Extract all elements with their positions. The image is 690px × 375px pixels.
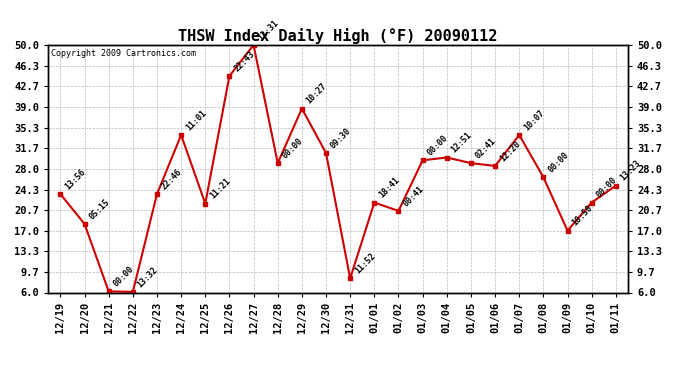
Text: 13:32: 13:32 bbox=[136, 265, 159, 289]
Text: 22:46: 22:46 bbox=[160, 167, 184, 191]
Text: 00:00: 00:00 bbox=[281, 136, 304, 160]
Text: 10:07: 10:07 bbox=[522, 108, 546, 132]
Text: 00:41: 00:41 bbox=[402, 184, 425, 208]
Text: 00:00: 00:00 bbox=[595, 176, 618, 200]
Text: 00:00: 00:00 bbox=[112, 264, 135, 289]
Text: 11:21: 11:21 bbox=[208, 177, 232, 201]
Text: 10:50: 10:50 bbox=[571, 204, 594, 228]
Text: 00:00: 00:00 bbox=[426, 134, 449, 158]
Text: 11:52: 11:52 bbox=[353, 252, 377, 276]
Text: Copyright 2009 Cartronics.com: Copyright 2009 Cartronics.com bbox=[51, 49, 196, 58]
Text: 05:15: 05:15 bbox=[88, 197, 111, 221]
Text: 12:31: 12:31 bbox=[257, 18, 280, 42]
Title: THSW Index Daily High (°F) 20090112: THSW Index Daily High (°F) 20090112 bbox=[179, 28, 497, 44]
Text: 00:00: 00:00 bbox=[546, 150, 570, 174]
Text: 22:43: 22:43 bbox=[233, 49, 256, 73]
Text: 02:41: 02:41 bbox=[474, 136, 497, 160]
Text: 12:20: 12:20 bbox=[498, 139, 522, 163]
Text: 09:30: 09:30 bbox=[329, 126, 353, 150]
Text: 13:56: 13:56 bbox=[63, 167, 87, 191]
Text: 11:01: 11:01 bbox=[184, 108, 208, 132]
Text: 10:27: 10:27 bbox=[305, 82, 328, 106]
Text: 13:23: 13:23 bbox=[619, 159, 642, 183]
Text: 18:41: 18:41 bbox=[377, 176, 401, 200]
Text: 12:51: 12:51 bbox=[450, 130, 473, 155]
